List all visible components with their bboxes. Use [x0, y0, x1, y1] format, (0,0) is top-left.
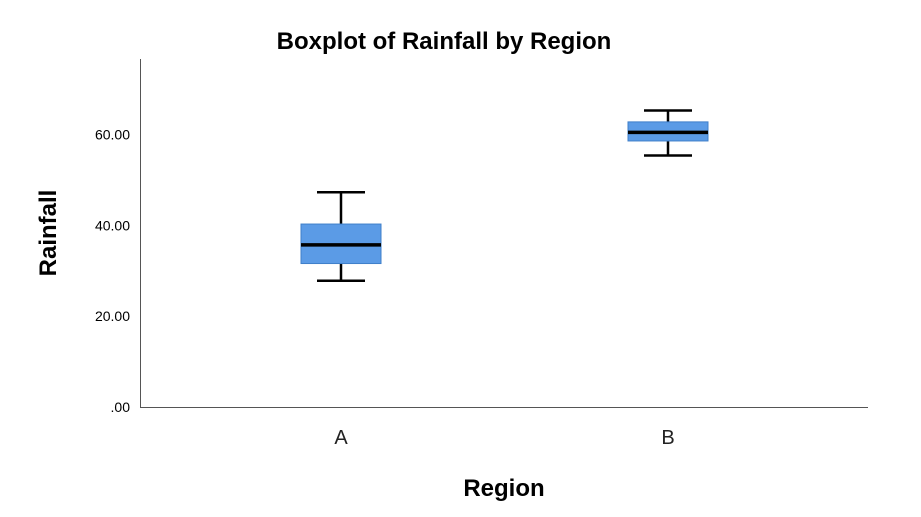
y-tick-label: 60.00	[95, 127, 130, 143]
x-category-label: A	[334, 427, 348, 449]
box-series	[300, 109, 709, 283]
box-b	[627, 109, 709, 157]
x-axis-title: Region	[463, 475, 544, 502]
y-tick-label: 20.00	[95, 308, 130, 324]
y-axis: .00 20.00 40.00 60.00	[95, 59, 141, 415]
y-tick-label: 40.00	[95, 217, 130, 233]
y-axis-title: Rainfall	[35, 190, 62, 277]
y-tick-label: .00	[111, 399, 131, 415]
y-tick-labels: .00 20.00 40.00 60.00	[95, 127, 130, 415]
box-a	[300, 191, 382, 283]
chart-title: Boxplot of Rainfall by Region	[277, 28, 612, 55]
x-category-label: B	[661, 427, 674, 449]
